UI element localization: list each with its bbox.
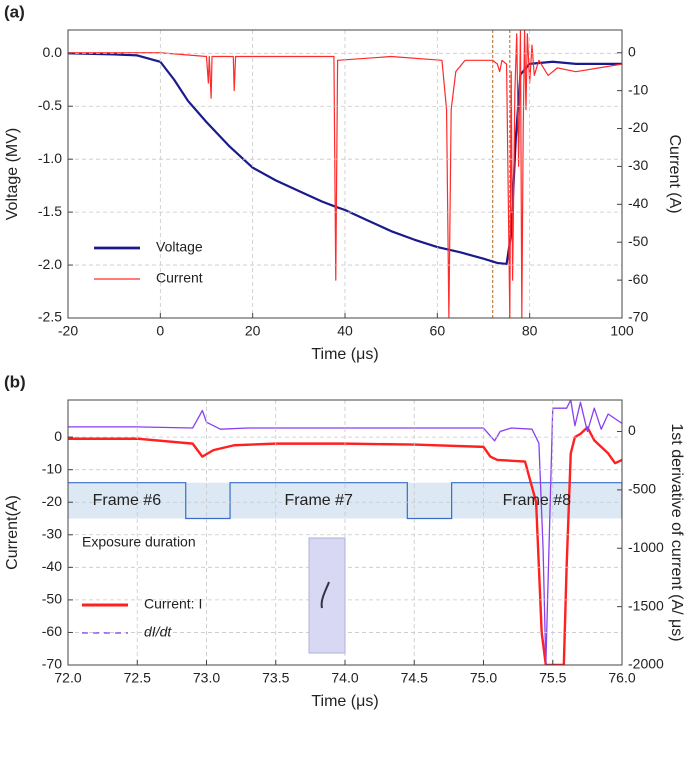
y2-tick-label: -40 <box>628 195 648 211</box>
x-tick-label: 74.5 <box>401 670 428 686</box>
y-tick-label: -60 <box>42 623 62 639</box>
y-tick-label: -0.5 <box>38 97 62 113</box>
series-line <box>68 426 622 665</box>
panel-label: (b) <box>4 372 26 391</box>
panel-label: (a) <box>4 2 25 21</box>
exposure-step <box>68 482 622 520</box>
y2-tick-label: -1000 <box>628 539 664 555</box>
x-tick-label: 73.0 <box>193 670 220 686</box>
y-tick-label: -10 <box>42 460 62 476</box>
y2-tick-label: 0 <box>628 43 636 59</box>
y-tick-label: -40 <box>42 558 62 574</box>
x-axis-label: Time (μs) <box>311 346 378 363</box>
series-line <box>68 52 622 266</box>
frame-label: Frame #8 <box>503 492 572 509</box>
y2-tick-label: -50 <box>628 233 648 249</box>
y2-tick-label: -500 <box>628 481 656 497</box>
y2-tick-label: -60 <box>628 271 648 287</box>
y2-tick-label: -20 <box>628 119 648 135</box>
x-tick-label: 0 <box>156 323 164 339</box>
y2-tick-label: 0 <box>628 422 636 438</box>
legend-label: Current: I <box>144 596 202 612</box>
series-line <box>68 400 622 665</box>
y-tick-label: -2.0 <box>38 256 62 272</box>
inset-image <box>308 537 346 654</box>
y2-tick-label: -30 <box>628 157 648 173</box>
y-tick-label: -1.5 <box>38 203 62 219</box>
plot-frame <box>67 29 623 319</box>
y2-axis-label: Current (A) <box>666 134 683 213</box>
x-axis-label: Time (μs) <box>311 693 378 710</box>
x-tick-label: 60 <box>430 323 446 339</box>
frame-label: Frame #7 <box>284 492 353 509</box>
y2-tick-label: -70 <box>628 309 648 325</box>
y-tick-label: -1.0 <box>38 150 62 166</box>
x-tick-label: 40 <box>337 323 353 339</box>
x-tick-label: 75.5 <box>539 670 566 686</box>
frame-label: Frame #6 <box>93 492 162 509</box>
panel: -20 0 20 40 60 80 100 0.0 -0.5 -1.0 -1.5 -2.0 -2.5 0 -… <box>4 2 683 363</box>
legend-label: Current <box>156 270 203 286</box>
x-tick-label: 75.0 <box>470 670 497 686</box>
x-tick-label: 72.0 <box>54 670 81 686</box>
panel: 72.0 72.5 73.0 73.5 74.0 74.5 75.0 75.5 76.0 0 -10… <box>4 372 685 710</box>
x-tick-label: -20 <box>58 323 78 339</box>
inset-streak <box>320 581 330 609</box>
y2-axis-label: 1st derivative of current (A/ μs) <box>668 423 685 641</box>
y-axis-label: Current(A) <box>4 495 21 570</box>
y-tick-label: -50 <box>42 591 62 607</box>
y2-tick-label: -10 <box>628 81 648 97</box>
legend-label: dI/dt <box>144 624 172 640</box>
x-tick-label: 74.0 <box>331 670 358 686</box>
y-tick-label: -2.5 <box>38 309 62 325</box>
x-tick-label: 20 <box>245 323 261 339</box>
x-tick-label: 73.5 <box>262 670 289 686</box>
y-tick-label: -30 <box>42 525 62 541</box>
exposure-label: Exposure duration <box>82 534 196 550</box>
x-tick-label: 72.5 <box>124 670 151 686</box>
y2-tick-label: -2000 <box>628 656 664 672</box>
x-tick-label: 100 <box>610 323 634 339</box>
y-tick-label: -70 <box>42 656 62 672</box>
y-tick-label: -20 <box>42 493 62 509</box>
y-tick-label: 0.0 <box>43 44 63 60</box>
y-axis-label: Voltage (MV) <box>4 128 21 220</box>
y-tick-label: 0 <box>54 428 62 444</box>
x-tick-label: 76.0 <box>608 670 635 686</box>
plot-frame <box>67 399 623 666</box>
x-tick-label: 80 <box>522 323 538 339</box>
legend-label: Voltage <box>156 239 203 255</box>
y2-tick-label: -1500 <box>628 597 664 613</box>
